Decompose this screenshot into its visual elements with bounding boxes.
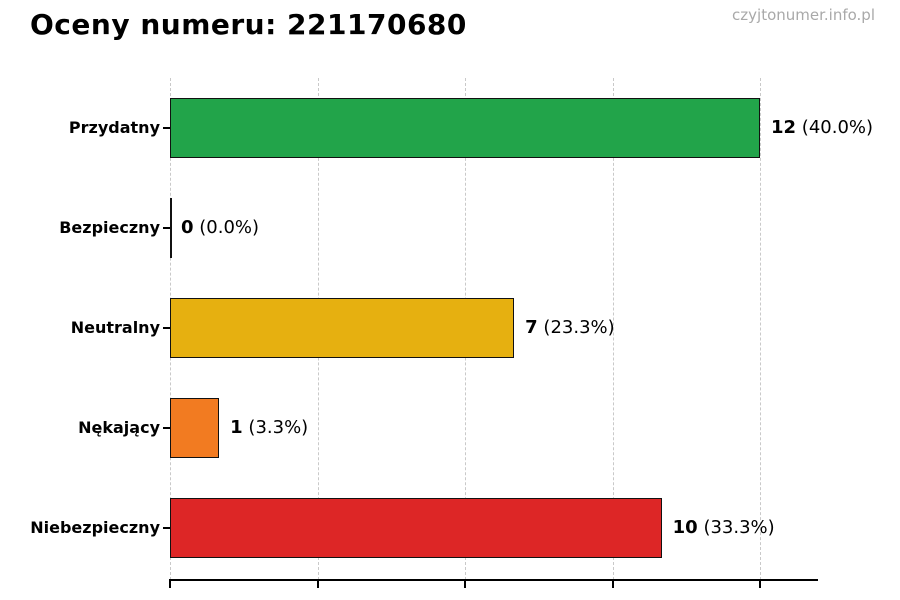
bar	[170, 198, 172, 258]
value-number: 1	[230, 417, 243, 438]
value-number: 12	[771, 117, 797, 138]
value-percent: (23.3%)	[543, 317, 615, 338]
gridline	[760, 78, 761, 580]
value-number: 0	[181, 217, 194, 238]
bar	[170, 398, 220, 458]
category-label: Bezpieczny	[59, 218, 160, 237]
value-number: 10	[672, 517, 698, 538]
y-axis-tick	[163, 527, 170, 529]
gridline	[612, 78, 614, 580]
value-label: 10 (33.3%)	[673, 515, 775, 540]
y-axis-tick	[163, 427, 170, 429]
value-label: 7 (23.3%)	[525, 315, 615, 340]
value-percent: (0.0%)	[199, 217, 260, 238]
x-axis-tick	[464, 581, 466, 588]
y-axis-tick	[163, 227, 170, 229]
value-percent: (33.3%)	[703, 517, 775, 538]
bar	[170, 98, 760, 158]
x-axis-tick	[611, 581, 614, 588]
value-label: 1 (3.3%)	[230, 415, 308, 440]
bar	[170, 498, 662, 558]
value-label: 0 (0.0%)	[181, 215, 259, 240]
watermark: czyjtonumer.info.pl	[732, 6, 875, 24]
y-axis-tick	[163, 327, 170, 329]
bar	[170, 298, 515, 358]
value-number: 7	[525, 317, 538, 338]
y-axis-tick	[163, 127, 170, 129]
value-label: 12 (40.0%)	[771, 115, 873, 140]
category-label: Neutralny	[70, 318, 160, 337]
category-label: Nękający	[78, 418, 160, 437]
x-axis-tick	[169, 581, 171, 588]
category-label: Niebezpieczny	[30, 518, 160, 537]
value-percent: (3.3%)	[248, 417, 309, 438]
x-axis	[169, 579, 818, 581]
category-label: Przydatny	[68, 118, 160, 137]
chart-title: Oceny numeru: 221170680	[30, 8, 467, 41]
x-axis-tick	[759, 581, 761, 588]
x-axis-tick	[316, 581, 319, 588]
value-percent: (40.0%)	[801, 117, 874, 138]
